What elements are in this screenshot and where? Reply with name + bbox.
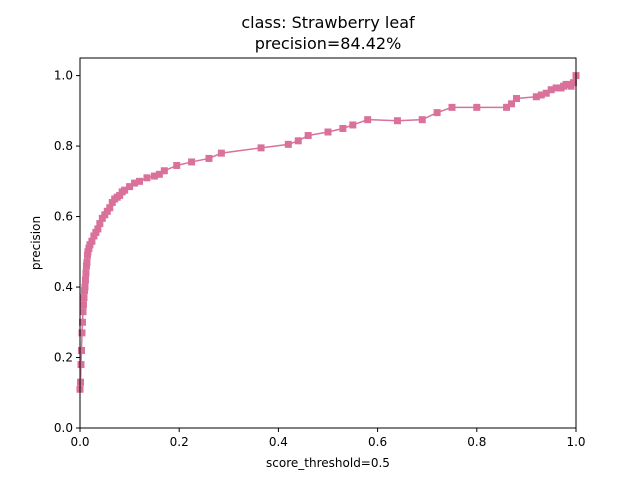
data-point — [143, 174, 151, 182]
y-axis-ticks: 0.0 0.2 0.4 0.6 0.8 1.0 — [54, 69, 80, 435]
data-point — [92, 228, 100, 236]
data-point — [552, 84, 560, 92]
data-point — [188, 158, 196, 166]
data-point — [503, 103, 511, 111]
data-point — [448, 103, 456, 111]
data-point — [82, 262, 90, 270]
data-point — [512, 95, 520, 103]
data-point — [324, 128, 332, 136]
x-tick-label: 0.0 — [70, 435, 89, 449]
data-point — [79, 308, 87, 316]
y-tick-label: 0.8 — [54, 139, 73, 153]
data-point — [547, 86, 555, 94]
data-point — [473, 103, 481, 111]
data-point — [106, 204, 114, 212]
x-axis-ticks: 0.0 0.2 0.4 0.6 0.8 1.0 — [70, 428, 586, 449]
data-point — [84, 248, 92, 256]
data-point — [81, 283, 89, 291]
data-point — [78, 329, 86, 337]
data-point — [77, 346, 85, 354]
data-point — [83, 258, 91, 266]
chart-title-line2: precision=84.42% — [255, 34, 402, 53]
x-tick-label: 1.0 — [566, 435, 585, 449]
data-point — [78, 318, 86, 326]
data-point — [294, 137, 302, 145]
data-point — [257, 144, 265, 152]
data-point — [150, 172, 158, 180]
series-line — [79, 75, 577, 390]
data-point — [173, 161, 181, 169]
data-point — [284, 140, 292, 148]
data-point — [85, 244, 93, 252]
y-tick-label: 0.6 — [54, 210, 73, 224]
data-point — [80, 294, 88, 302]
x-tick-label: 0.8 — [467, 435, 486, 449]
data-point — [393, 117, 401, 125]
data-point — [108, 198, 116, 206]
axes-frame — [79, 57, 577, 429]
data-point — [433, 109, 441, 117]
data-point — [136, 177, 144, 185]
data-point — [90, 232, 98, 240]
x-tick-label: 0.6 — [368, 435, 387, 449]
data-point — [532, 93, 540, 101]
data-point — [349, 121, 357, 129]
x-tick-label: 0.2 — [170, 435, 189, 449]
data-point — [217, 149, 225, 157]
data-point — [508, 100, 516, 108]
data-point — [83, 251, 91, 259]
data-point — [537, 91, 545, 99]
data-point — [542, 89, 550, 97]
y-axis-label: precision — [29, 216, 43, 270]
data-point — [160, 167, 168, 175]
data-point — [116, 191, 124, 199]
data-point — [570, 79, 578, 87]
data-point — [98, 214, 106, 222]
data-point — [131, 179, 139, 187]
plot-area — [76, 72, 580, 393]
data-point — [418, 116, 426, 124]
y-tick-label: 0.2 — [54, 351, 73, 365]
data-point — [81, 276, 89, 284]
data-point — [304, 132, 312, 140]
data-point — [96, 220, 104, 228]
y-tick-label: 0.0 — [54, 421, 73, 435]
data-point — [80, 287, 88, 295]
data-point — [121, 186, 129, 194]
data-point — [101, 211, 109, 219]
data-point — [88, 237, 96, 245]
data-point — [86, 241, 94, 249]
y-tick-label: 1.0 — [54, 69, 73, 83]
data-point — [103, 207, 111, 215]
data-point — [567, 82, 575, 90]
y-tick-label: 0.4 — [54, 280, 73, 294]
data-point — [79, 301, 87, 309]
data-point — [339, 124, 347, 132]
x-axis-label: score_threshold=0.5 — [266, 456, 390, 470]
data-point — [94, 225, 102, 233]
data-point — [364, 116, 372, 124]
chart-title-line1: class: Strawberry leaf — [241, 13, 415, 32]
data-point — [77, 361, 85, 369]
data-point — [126, 183, 134, 191]
data-point — [155, 170, 163, 178]
x-tick-label: 0.4 — [269, 435, 288, 449]
data-point — [82, 269, 90, 277]
data-point — [205, 154, 213, 162]
